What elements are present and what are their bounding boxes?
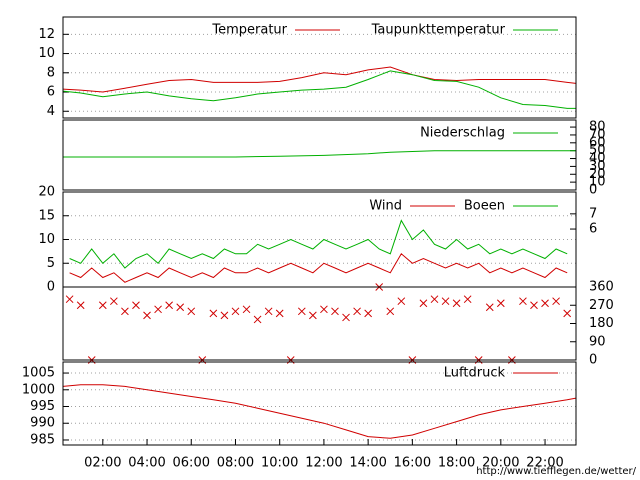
y-tick-label: 10	[38, 46, 55, 61]
legend-label: Boeen	[464, 199, 505, 214]
x-tick-label: 22:00	[526, 456, 563, 471]
point-marker	[452, 299, 461, 308]
panel-border	[62, 361, 577, 446]
y2-tick-label: 70	[589, 127, 606, 142]
panel-border	[62, 16, 577, 119]
legend-label: Wind	[369, 199, 402, 214]
y2-tick-label: 6	[589, 222, 597, 237]
point-marker	[242, 305, 251, 314]
point-marker	[165, 301, 173, 310]
point-marker	[209, 309, 218, 318]
point-marker	[541, 299, 549, 308]
legend-label: Luftdruck	[444, 366, 506, 381]
point-marker	[320, 305, 328, 314]
y2-tick-label: 50	[589, 143, 606, 158]
point-marker	[430, 295, 439, 304]
point-marker	[364, 309, 373, 318]
point-marker	[121, 307, 129, 316]
point-marker	[342, 313, 350, 322]
point-marker	[253, 315, 262, 324]
legend-label: Temperatur	[211, 23, 287, 38]
point-marker	[353, 307, 361, 316]
point-marker	[65, 295, 74, 304]
point-marker	[331, 307, 339, 316]
y2-tick-label: 10	[589, 175, 606, 190]
x-tick-label: 10:00	[261, 456, 298, 471]
point-marker	[485, 303, 494, 312]
point-marker	[143, 311, 151, 320]
x-tick-label: 08:00	[217, 456, 254, 471]
point-marker	[187, 307, 196, 316]
y2-tick-label: 360	[589, 280, 614, 295]
point-marker	[220, 311, 229, 320]
point-marker	[98, 301, 107, 310]
x-tick-label: 14:00	[349, 456, 386, 471]
y-tick-label: 12	[38, 27, 55, 42]
series-line	[62, 66, 577, 93]
point-marker	[530, 301, 538, 310]
point-marker	[463, 295, 472, 304]
point-marker	[386, 307, 395, 316]
y2-tick-label: 20	[589, 167, 606, 182]
y2-tick-label: 0	[589, 353, 597, 368]
point-marker	[275, 309, 284, 318]
y-tick-label: 1000	[22, 382, 55, 397]
y-tick-label: 10	[38, 232, 55, 247]
point-marker	[110, 297, 118, 306]
point-marker	[297, 307, 306, 316]
y-tick-label: 8	[47, 65, 55, 80]
y2-tick-label: 40	[589, 151, 606, 166]
x-tick-label: 16:00	[394, 456, 431, 471]
y2-tick-label: 180	[589, 316, 614, 331]
point-marker	[176, 303, 185, 312]
y-tick-label: 0	[47, 280, 55, 295]
y-tick-label: 4	[47, 104, 55, 119]
point-marker	[496, 299, 505, 308]
y2-tick-label: 7	[589, 206, 597, 221]
point-marker	[563, 309, 572, 318]
point-marker	[132, 301, 140, 310]
series-line	[69, 219, 568, 269]
x-tick-label: 06:00	[173, 456, 210, 471]
y2-tick-label: 270	[589, 298, 614, 313]
y-tick-label: 6	[47, 85, 55, 100]
point-marker	[309, 311, 317, 320]
y-tick-label: 5	[47, 256, 55, 271]
panel-border	[62, 286, 577, 361]
point-marker	[552, 297, 560, 306]
y2-tick-label: 30	[589, 159, 606, 174]
point-marker	[76, 301, 85, 310]
point-marker	[154, 305, 162, 314]
series-line	[63, 150, 576, 158]
y2-tick-label: 80	[589, 120, 606, 135]
point-marker	[231, 307, 240, 316]
point-marker	[441, 297, 450, 306]
x-tick-label: 18:00	[438, 456, 475, 471]
series-line	[62, 70, 576, 109]
point-marker	[264, 307, 273, 316]
series-line	[62, 384, 577, 439]
y2-tick-label: 90	[589, 334, 606, 349]
footer-url: http://www.tiefflegen.de/wetter/	[476, 466, 636, 477]
point-marker	[397, 297, 406, 306]
point-marker	[519, 297, 527, 306]
y2-tick-label: 0	[589, 183, 597, 198]
point-marker	[419, 299, 428, 308]
x-tick-label: 20:00	[482, 456, 519, 471]
legend-label: Niederschlag	[420, 126, 505, 141]
y-tick-label: 985	[30, 432, 55, 447]
panel-border	[62, 119, 577, 191]
x-tick-label: 04:00	[128, 456, 165, 471]
y-tick-label: 20	[38, 185, 55, 200]
series-line	[69, 253, 568, 283]
legend-label: Taupunkttemperatur	[371, 23, 506, 38]
y-tick-label: 15	[38, 208, 55, 223]
x-tick-label: 12:00	[305, 456, 342, 471]
y-tick-label: 995	[30, 399, 55, 414]
y-tick-label: 1005	[22, 366, 55, 381]
y-tick-label: 990	[30, 416, 55, 431]
y2-tick-label: 60	[589, 135, 606, 150]
x-tick-label: 02:00	[84, 456, 121, 471]
